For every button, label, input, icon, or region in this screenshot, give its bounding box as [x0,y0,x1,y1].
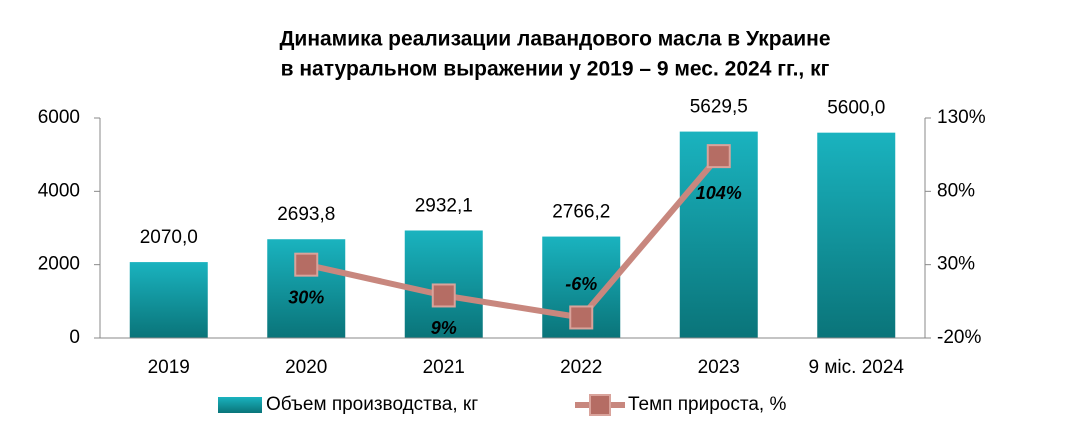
y2-tick-label: 80% [937,180,975,201]
line-value-label: 9% [431,318,457,338]
line-value-label: 104% [696,183,742,203]
y-tick-label: 4000 [38,180,80,201]
bar-value-label: 5600,0 [827,98,885,119]
y-tick-label: 0 [69,327,80,348]
y2-tick-label: -20% [937,327,981,348]
y-tick-label: 6000 [38,107,80,128]
bar-value-label: 2766,2 [552,202,610,223]
bar-value-label: 2070,0 [140,227,198,248]
x-tick-label: 9 міс. 2024 [809,357,905,378]
bar [129,262,208,338]
line-value-label: 30% [288,287,324,307]
line-marker [706,144,731,169]
y-tick-label: 2000 [38,254,80,275]
chart-title: в натуральном выражении у 2019 – 9 мес. … [281,58,830,81]
bar-value-label: 2932,1 [415,196,473,217]
chart-title: Динамика реализации лавандового масла в … [279,28,830,51]
bar [817,132,896,338]
x-tick-label: 2022 [560,357,602,378]
legend-swatch [589,394,611,416]
line [305,154,722,321]
line-marker [569,305,594,330]
legend-label: Темп прироста, % [628,394,786,415]
line-marker [294,252,319,277]
line-value-label: -6% [565,274,597,294]
x-tick-label: 2023 [698,357,740,378]
legend-swatch [218,397,262,413]
bar-value-label: 5629,5 [690,97,748,118]
legend-label: Объем производства, кг [266,394,478,415]
y2-tick-label: 130% [937,107,986,128]
x-tick-label: 2020 [285,357,327,378]
y2-tick-label: 30% [937,254,975,275]
x-tick-label: 2019 [148,357,190,378]
x-tick-label: 2021 [423,357,465,378]
line-marker [431,283,456,308]
bar-value-label: 2693,8 [277,204,335,225]
